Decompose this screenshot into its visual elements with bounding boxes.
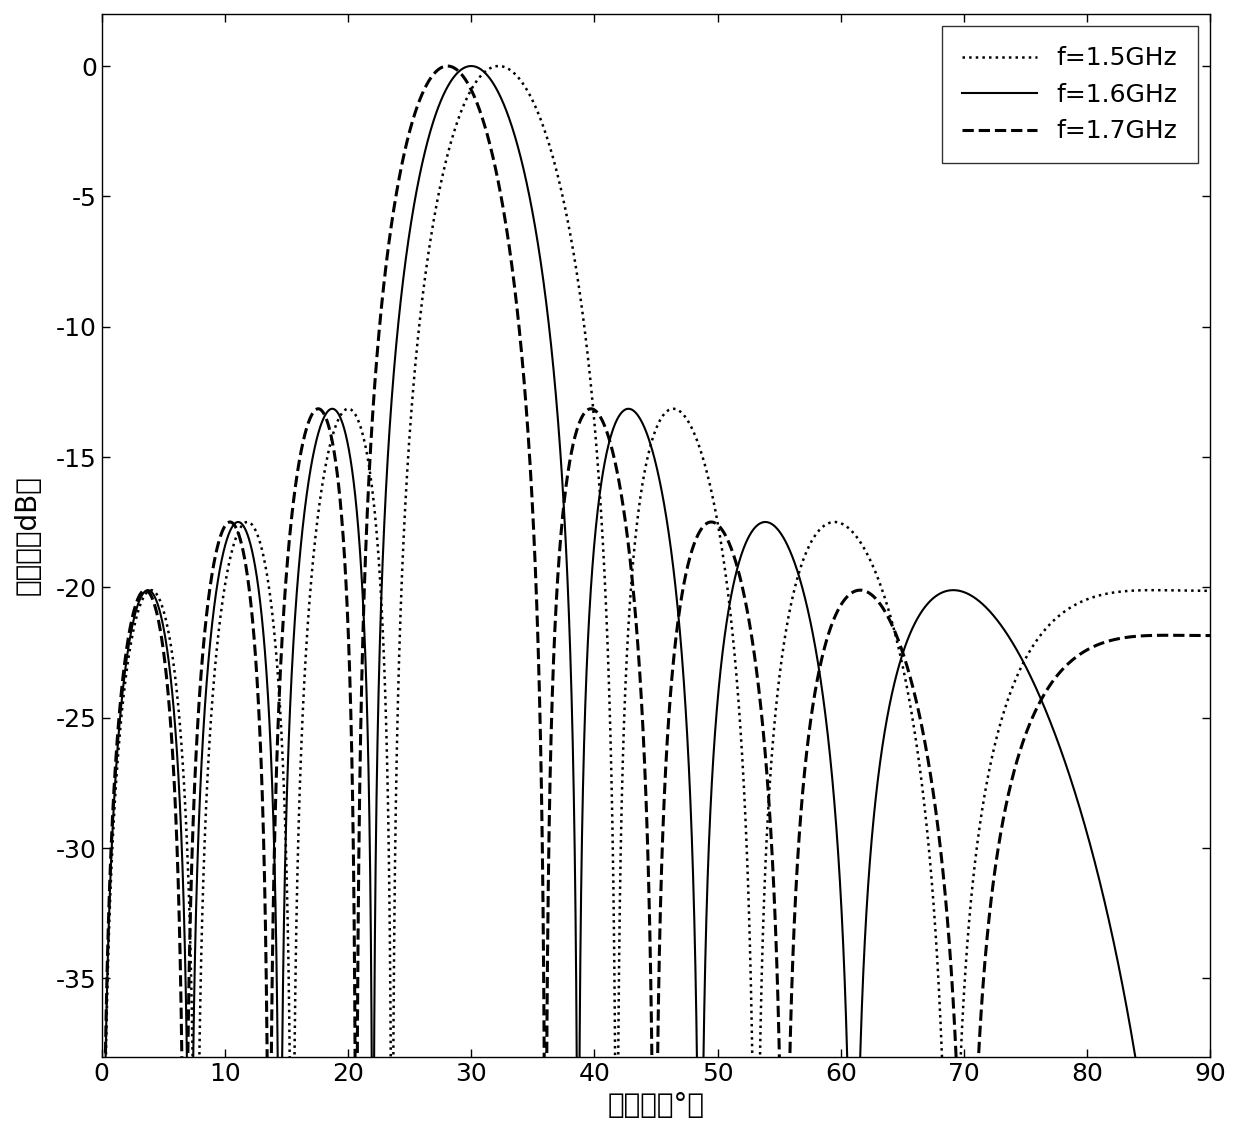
Legend: f=1.5GHz, f=1.6GHz, f=1.7GHz: f=1.5GHz, f=1.6GHz, f=1.7GHz: [941, 26, 1198, 163]
f=1.7GHz: [696, 520, 711, 534]
Line: f=1.5GHz: f=1.5GHz: [102, 66, 1210, 1133]
f=1.5GHz: [170, 687, 185, 700]
f=1.5GHz: [361, 455, 376, 469]
Y-axis label: 归一化（dB）: 归一化（dB）: [14, 476, 42, 595]
f=1.7GHz: [1203, 629, 1218, 642]
f=1.6GHz: [696, 1075, 711, 1089]
f=1.7GHz: [440, 59, 455, 73]
f=1.6GHz: [518, 174, 533, 188]
Line: f=1.6GHz: f=1.6GHz: [102, 66, 1210, 1133]
f=1.5GHz: [518, 82, 533, 95]
X-axis label: 方向角（°）: 方向角（°）: [608, 1091, 704, 1119]
Line: f=1.7GHz: f=1.7GHz: [102, 66, 1210, 1133]
f=1.7GHz: [518, 401, 533, 415]
f=1.6GHz: [170, 746, 185, 759]
f=1.6GHz: [916, 600, 931, 614]
f=1.7GHz: [761, 800, 776, 813]
f=1.7GHz: [170, 840, 185, 853]
f=1.6GHz: [761, 516, 776, 529]
f=1.5GHz: [761, 786, 776, 800]
f=1.5GHz: [696, 452, 711, 466]
f=1.6GHz: [464, 59, 479, 73]
f=1.7GHz: [916, 733, 931, 747]
f=1.5GHz: [1203, 583, 1218, 597]
f=1.5GHz: [491, 59, 506, 73]
f=1.6GHz: [361, 755, 376, 768]
f=1.7GHz: [361, 484, 376, 497]
f=1.5GHz: [916, 799, 931, 812]
